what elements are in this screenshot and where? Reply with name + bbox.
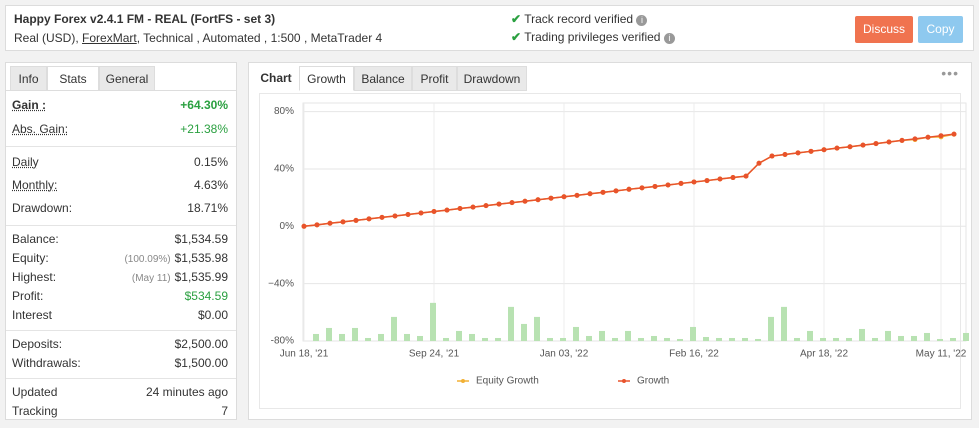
divider <box>6 330 236 331</box>
verified-trading: ✔ Trading privileges verified i <box>511 30 675 44</box>
stat-value: 7 <box>221 404 228 418</box>
stat-value: $1,500.00 <box>174 356 228 370</box>
stat-label: Drawdown: <box>12 201 73 215</box>
stat-value: +64.30% <box>180 98 228 112</box>
subtitle: Real (USD), ForexMart, Technical , Autom… <box>14 31 382 45</box>
chart-tab[interactable]: Drawdown <box>457 66 527 91</box>
stats-tab[interactable]: Stats <box>47 66 99 91</box>
stat-value: $0.00 <box>197 308 228 322</box>
stat-value: $534.59 <box>184 289 228 303</box>
stat-label: Highest: <box>12 270 57 284</box>
verified-text: Trading privileges verified <box>524 30 661 44</box>
stats-tab[interactable]: Info <box>10 66 47 91</box>
stat-value-row: $1,500.00 <box>175 354 228 373</box>
chart-tab[interactable]: Growth <box>299 66 354 91</box>
stat-value-row: 7 <box>221 402 228 421</box>
header: Happy Forex v2.4.1 FM - REAL (FortFS - s… <box>5 5 974 51</box>
stat-label: Abs. Gain: <box>12 122 69 136</box>
stat-label: Gain : <box>12 98 47 112</box>
stats-panel: Info Stats General Gain : +64.30% Abs. Gain: +… <box>5 62 237 420</box>
tab-underline <box>6 90 236 91</box>
divider <box>6 146 236 147</box>
copy-button[interactable]: Copy <box>918 16 963 43</box>
stat-label: Equity: <box>12 251 49 265</box>
subtitle-end: , Technical , Automated , 1:500 , MetaTr… <box>136 31 383 45</box>
menu-dots[interactable]: ••• <box>941 65 959 81</box>
stat-value-row: 4.63% <box>194 174 228 197</box>
chart-area-border <box>259 93 961 409</box>
subtitle-start: Real (USD), <box>14 31 79 45</box>
chart-tab[interactable]: Chart <box>253 66 299 91</box>
stat-value-row: $534.59 <box>185 287 228 306</box>
stat-value: $1,534.59 <box>174 232 228 246</box>
stat-note: (100.09%) <box>124 254 171 265</box>
stat-label: Updated <box>12 385 58 399</box>
stat-value: +21.38% <box>180 122 228 136</box>
stats-tab[interactable]: General <box>99 66 155 91</box>
divider <box>6 378 236 379</box>
stat-label: Monthly: <box>12 178 58 192</box>
stat-label: Withdrawals: <box>12 356 81 370</box>
stat-value-row: (May 11) $1,535.99 <box>132 268 228 287</box>
stat-value: 24 minutes ago <box>145 385 228 399</box>
chart-panel: ••• Chart Growth Balance Profit Drawdown <box>248 62 972 420</box>
stat-note: (May 11) <box>131 273 171 284</box>
stat-value-row: $0.00 <box>198 306 228 325</box>
broker-link[interactable]: ForexMart <box>82 31 137 45</box>
stat-value-row: $2,500.00 <box>175 335 228 354</box>
stat-label: Daily <box>12 155 39 169</box>
stat-label: Tracking <box>12 404 58 418</box>
stat-value: 4.63% <box>193 178 228 192</box>
title: Happy Forex v2.4.1 FM - REAL (FortFS - s… <box>14 12 276 26</box>
stat-value-row: $1,534.59 <box>175 230 228 249</box>
stat-value-row: +64.30% <box>180 93 228 117</box>
stat-value-row: 18.71% <box>187 197 228 220</box>
stat-label: Profit: <box>12 289 44 303</box>
verified-track: ✔ Track record verified i <box>511 12 648 26</box>
stat-value-row: 24 minutes ago <box>146 383 228 402</box>
stat-label: Interest <box>12 308 53 322</box>
stat-value-row: (100.09%) $1,535.98 <box>124 249 228 268</box>
chart-tab[interactable]: Profit <box>412 66 457 91</box>
stat-label: Deposits: <box>12 337 63 351</box>
stat-value: $2,500.00 <box>174 337 228 351</box>
stat-value-row: +21.38% <box>180 117 228 141</box>
stat-value: $1,535.99 <box>174 270 228 284</box>
divider <box>6 225 236 226</box>
stat-value: 18.71% <box>187 201 228 215</box>
stat-label: Balance: <box>12 232 59 246</box>
verified-text: Track record verified <box>524 12 634 26</box>
chart-tab[interactable]: Balance <box>354 66 412 91</box>
stat-value-row: 0.15% <box>194 151 228 174</box>
stat-value: 0.15% <box>193 155 228 169</box>
stat-value: $1,535.98 <box>174 251 228 265</box>
discuss-button[interactable]: Discuss <box>855 16 913 43</box>
